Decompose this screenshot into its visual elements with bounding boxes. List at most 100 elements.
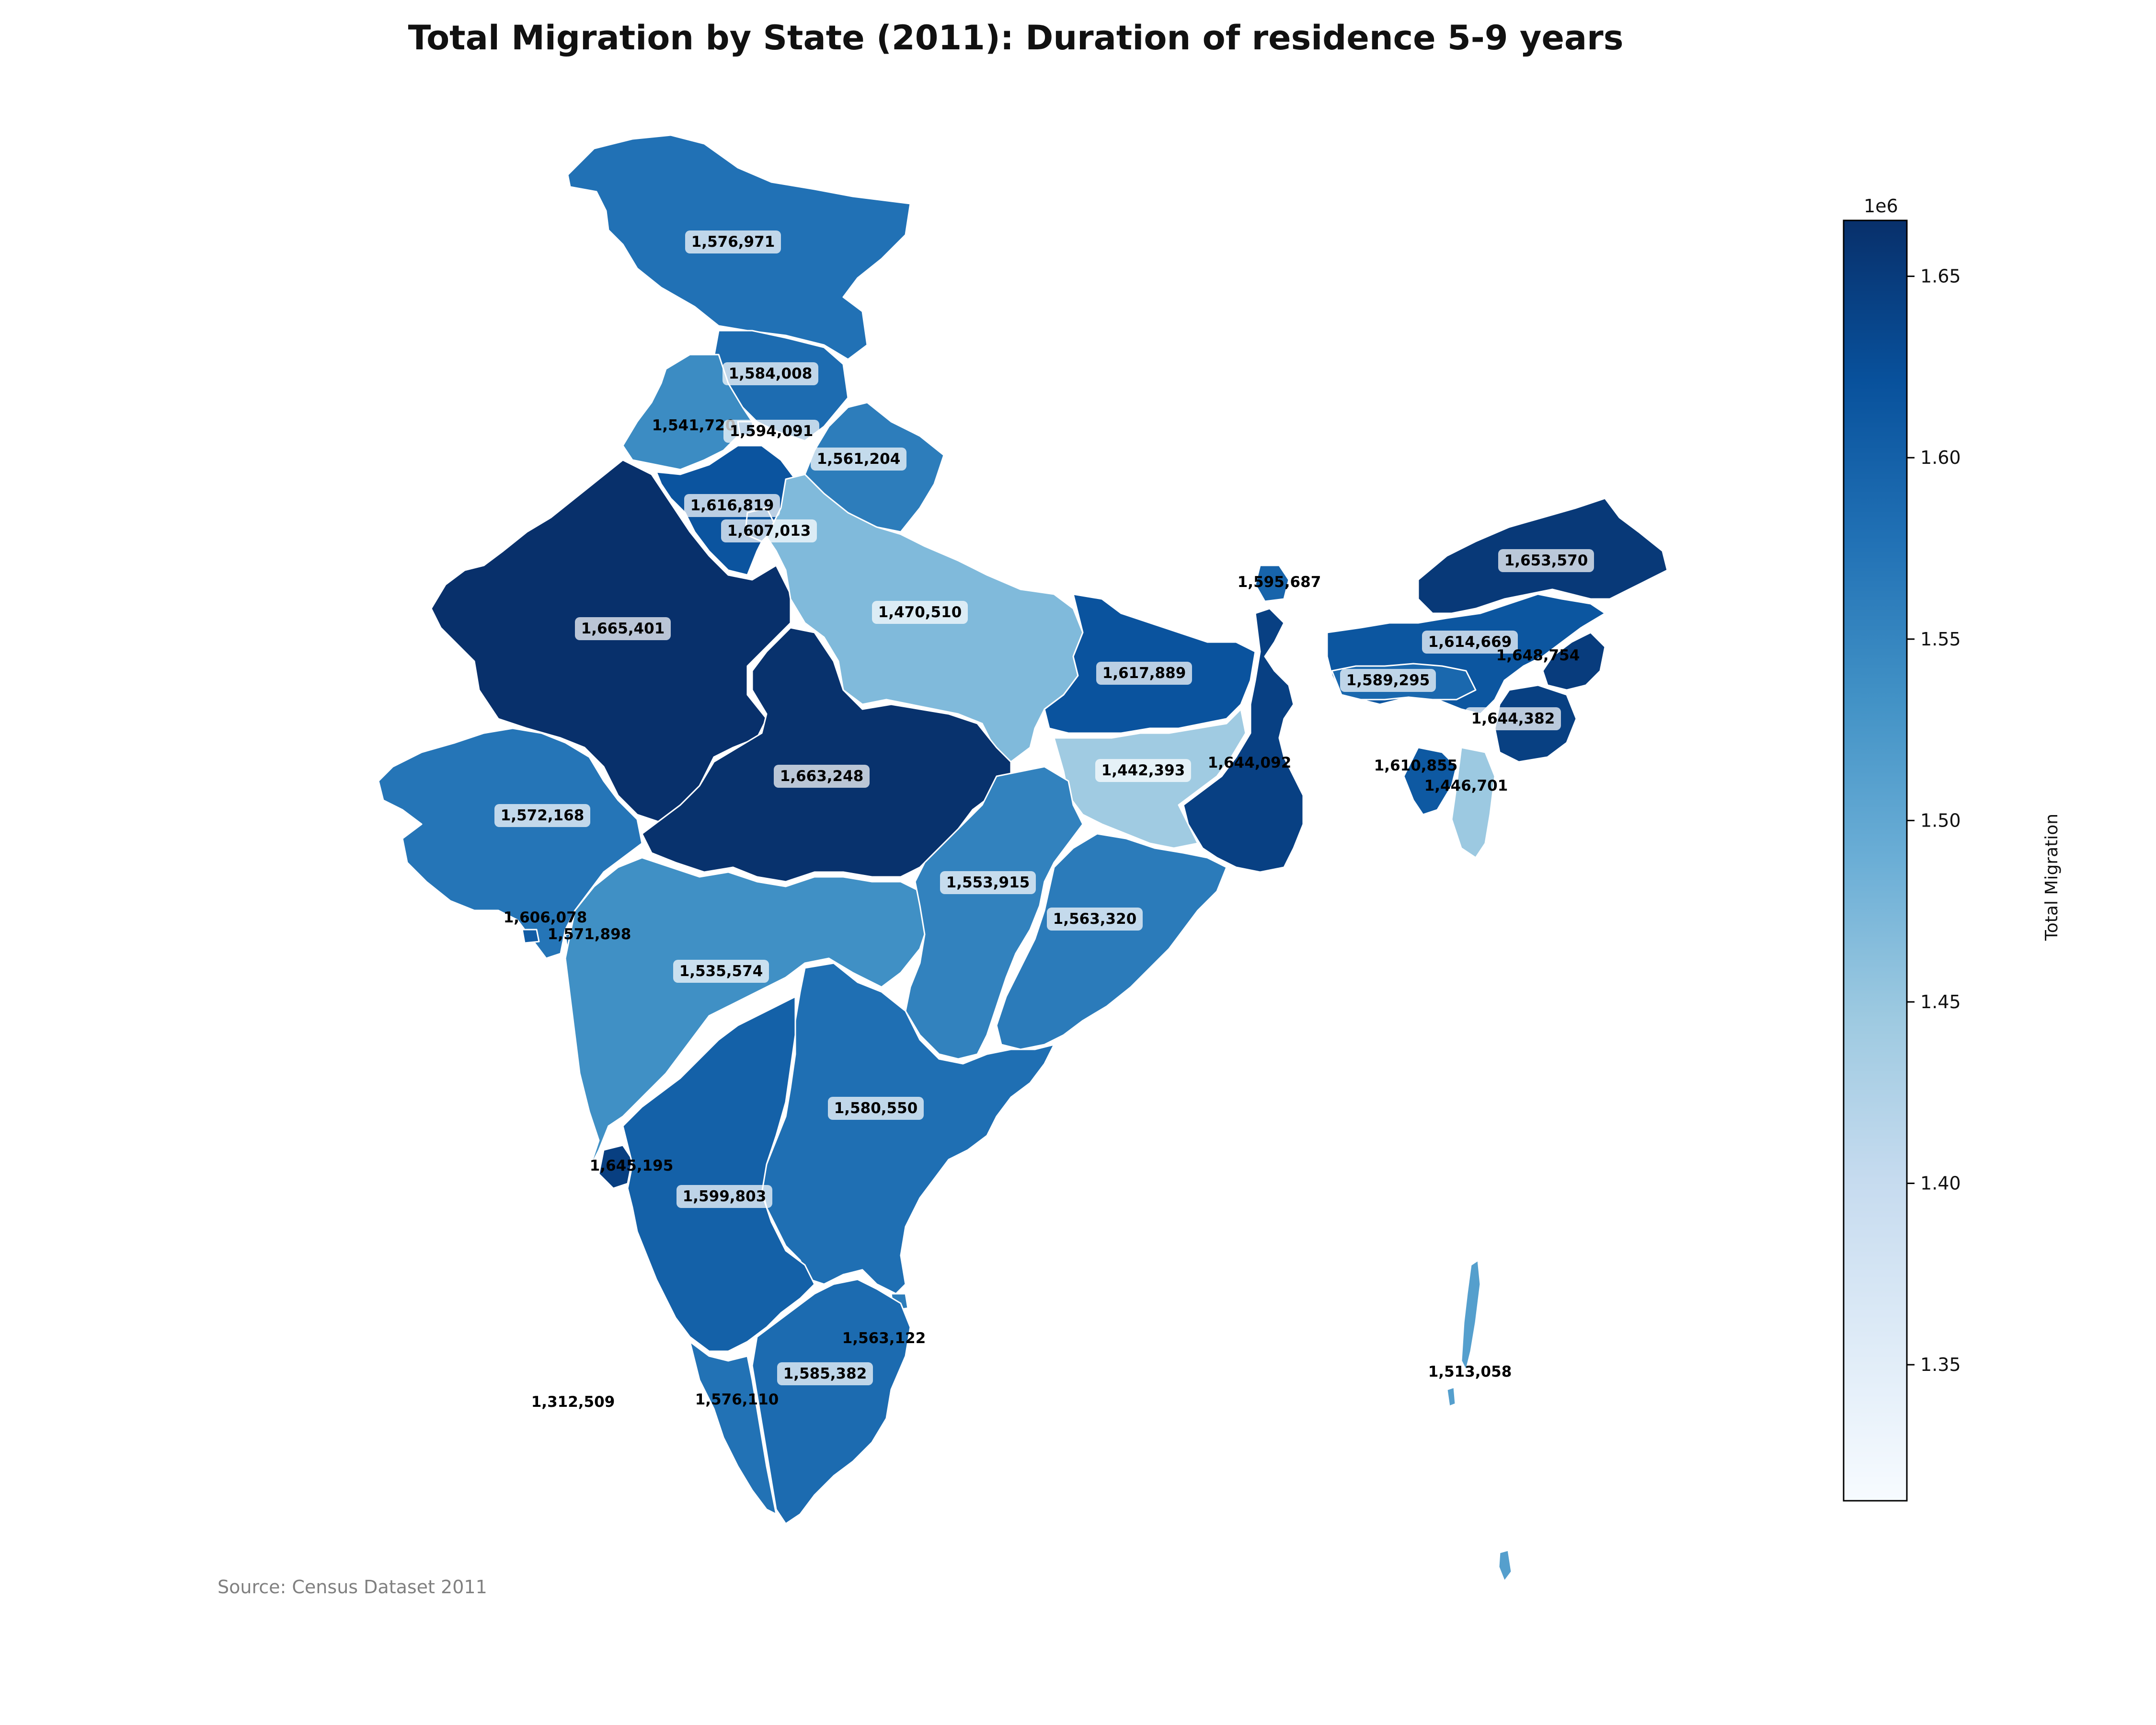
region-value-label: 1,665,401 xyxy=(575,617,671,640)
region-label-text: 1,513,058 xyxy=(1428,1363,1512,1380)
region-label-text: 1,644,382 xyxy=(1471,710,1555,727)
state-region-7[interactable] xyxy=(430,459,791,825)
region-label-box xyxy=(940,871,1036,894)
region-label-box xyxy=(1498,549,1594,572)
state-region-34[interactable] xyxy=(1446,1259,1513,1582)
region-value-label: 1,470,510 xyxy=(872,601,968,624)
region-label-text: 1,653,570 xyxy=(1504,552,1588,569)
region-label-text: 1,580,550 xyxy=(834,1100,918,1117)
region-label-text: 1,442,393 xyxy=(1101,762,1185,779)
region-value-label: 1,644,382 xyxy=(1465,707,1561,730)
region-label-text: 1,446,701 xyxy=(1424,777,1508,794)
state-region-29[interactable] xyxy=(622,996,815,1352)
region-value-label: 1,561,204 xyxy=(811,448,906,471)
region-label-box xyxy=(723,420,819,443)
region-value-label: 1,572,168 xyxy=(494,804,590,827)
state-region-22[interactable] xyxy=(521,929,540,944)
region-value-label: 1,607,013 xyxy=(721,519,817,542)
state-region-25[interactable] xyxy=(905,766,1084,1060)
region-label-text: 1,576,110 xyxy=(695,1391,779,1408)
region-label-text: 1,585,382 xyxy=(783,1365,867,1382)
state-region-21[interactable] xyxy=(378,727,643,959)
region-label-text: 1,595,687 xyxy=(1238,574,1321,591)
state-region-19[interactable] xyxy=(1182,608,1304,873)
region-value-label: 1,563,122 xyxy=(842,1330,926,1347)
region-label-text: 1,648,754 xyxy=(1496,647,1580,664)
region-value-label: 1,312,509 xyxy=(531,1393,615,1411)
region-value-label: 1,513,058 xyxy=(1428,1363,1512,1380)
region-value-label: 1,589,295 xyxy=(1340,669,1436,692)
state-region-33[interactable] xyxy=(572,1398,577,1404)
region-value-label: 1,594,091 xyxy=(723,420,819,443)
state-region-31[interactable] xyxy=(751,1278,911,1525)
region-label-text: 1,606,078 xyxy=(504,909,587,926)
colorbar-tick-label: 1.55 xyxy=(1920,629,1961,650)
region-label-text: 1,663,248 xyxy=(780,768,864,785)
colorbar-tick-label: 1.35 xyxy=(1920,1354,1961,1375)
region-label-box xyxy=(722,362,818,385)
colorbar-exponent: 1e6 xyxy=(1864,196,1898,217)
region-label-box xyxy=(1340,669,1436,692)
region-value-label: 1,663,248 xyxy=(774,765,870,788)
region-label-text: 1,610,855 xyxy=(1374,757,1458,774)
region-value-label: 1,584,008 xyxy=(722,362,818,385)
region-value-label: 1,446,701 xyxy=(1424,777,1508,794)
region-label-text: 1,665,401 xyxy=(581,620,665,637)
region-label-box xyxy=(1047,908,1143,931)
state-region-17[interactable] xyxy=(1451,747,1496,859)
region-value-label: 1,648,754 xyxy=(1496,647,1580,664)
region-value-label: 1,644,092 xyxy=(1208,754,1292,771)
region-label-text: 1,584,008 xyxy=(729,365,813,382)
region-label-text: 1,589,295 xyxy=(1346,672,1430,689)
state-region-20[interactable] xyxy=(641,627,1012,883)
region-value-label: 1,606,078 xyxy=(504,909,587,926)
region-value-label: 1,585,382 xyxy=(777,1362,873,1385)
region-label-text: 1,563,320 xyxy=(1053,910,1137,928)
region-value-label: 1,541,720 xyxy=(652,417,736,434)
region-value-label: 1,616,819 xyxy=(684,494,780,517)
region-value-label: 1,535,574 xyxy=(673,960,769,983)
state-region-24[interactable] xyxy=(564,857,930,1170)
region-label-box xyxy=(677,1185,772,1208)
region-value-label: 1,645,195 xyxy=(590,1157,674,1174)
region-label-text: 1,470,510 xyxy=(878,604,962,621)
region-label-box xyxy=(1095,759,1191,782)
region-label-box xyxy=(774,765,870,788)
region-label-text: 1,599,803 xyxy=(683,1188,767,1205)
state-region-16[interactable] xyxy=(1403,747,1457,816)
region-value-label: 1,599,803 xyxy=(677,1185,772,1208)
state-region-13[interactable] xyxy=(1542,632,1606,691)
map-title: Total Migration by State (2011): Duratio… xyxy=(408,18,1624,58)
state-region-26[interactable] xyxy=(996,833,1227,1050)
region-label-text: 1,561,204 xyxy=(817,450,901,468)
region-label-box xyxy=(721,519,817,542)
region-label-text: 1,563,122 xyxy=(842,1330,926,1347)
region-value-label: 1,571,898 xyxy=(548,926,631,943)
region-value-label: 1,553,915 xyxy=(940,871,1036,894)
region-value-label: 1,442,393 xyxy=(1095,759,1191,782)
region-label-text: 1,614,669 xyxy=(1428,633,1512,651)
region-value-label: 1,580,550 xyxy=(828,1097,924,1120)
source-note: Source: Census Dataset 2011 xyxy=(218,1576,487,1598)
region-label-box xyxy=(1422,631,1518,654)
state-region-32[interactable] xyxy=(689,1341,777,1515)
region-label-box xyxy=(1465,707,1561,730)
region-label-box xyxy=(828,1097,924,1120)
region-label-text: 1,535,574 xyxy=(679,963,763,980)
region-value-label: 1,614,669 xyxy=(1422,631,1518,654)
colorbar-tick-label: 1.60 xyxy=(1920,447,1961,468)
colorbar-tick-label: 1.50 xyxy=(1920,810,1961,831)
region-label-text: 1,553,915 xyxy=(946,874,1030,891)
colorbar: 1.35 1.40 1.45 1.50 1.55 1.60 1.65 xyxy=(1843,219,1961,1502)
state-region-28[interactable] xyxy=(598,1144,633,1189)
state-region-10[interactable] xyxy=(1254,564,1290,602)
region-label-box xyxy=(673,960,769,983)
region-label-box xyxy=(685,230,781,253)
colorbar-title: Total Migration xyxy=(2042,813,2062,941)
region-label-text: 1,616,819 xyxy=(690,497,774,514)
region-value-label: 1,576,110 xyxy=(695,1391,779,1408)
region-label-text: 1,617,889 xyxy=(1102,665,1186,682)
region-value-label: 1,576,971 xyxy=(685,230,781,253)
region-label-text: 1,576,971 xyxy=(691,233,775,251)
